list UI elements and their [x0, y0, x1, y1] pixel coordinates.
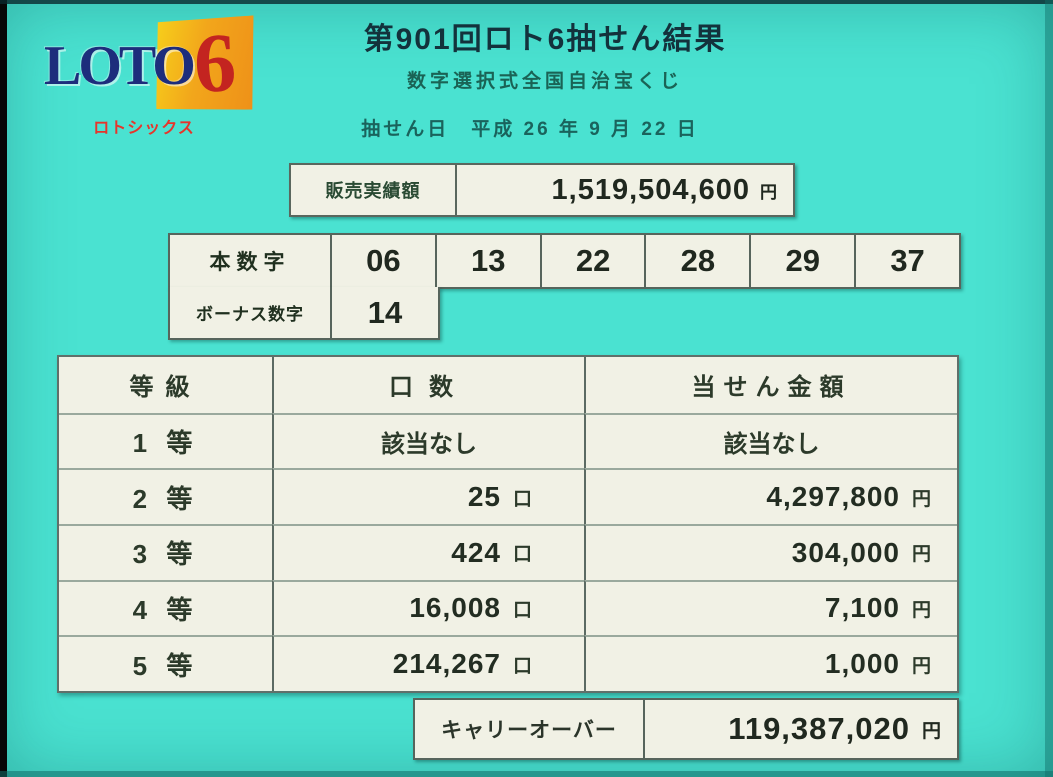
prize-row-1-units: 該当なし: [272, 412, 584, 469]
prize-row-3-amount: 304,000 円: [584, 524, 957, 580]
main-numbers-row: 本数字 06 13 22 28 29 37: [168, 233, 961, 289]
carryover-value-cell: 119,387,020 円: [645, 700, 957, 758]
sales-amount-value-cell: 1,519,504,600 円: [457, 165, 793, 215]
sales-amount-value: 1,519,504,600: [551, 173, 750, 206]
prize-row-4-amount-unit: 円: [911, 599, 931, 621]
prize-row-5-rank: 5 等: [59, 635, 272, 691]
prize-row-4-amount: 7,100 円: [584, 579, 957, 636]
prize-row-5-amount-unit: 円: [911, 655, 931, 677]
main-number-4: 28: [646, 235, 752, 287]
prize-row-2-rank: 2 等: [59, 468, 272, 524]
prize-row-4-rank: 4 等: [59, 579, 272, 636]
main-numbers-label: 本数字: [170, 235, 332, 287]
logo-wordmark: LOTO: [44, 35, 196, 97]
prize-row-2-amount: 4,297,800 円: [584, 468, 957, 524]
main-number-6: 37: [856, 235, 959, 287]
prize-row-2-units: 25 口: [272, 468, 584, 524]
prize-row-1-amount: 該当なし: [584, 412, 957, 469]
prize-row-3-amount-value: 304,000: [791, 536, 900, 568]
frame-left-edge: [0, 0, 7, 777]
prize-row-4-amount-value: 7,100: [824, 592, 900, 624]
prize-row-3-units-value: 424: [451, 536, 501, 568]
prize-row-5-units-unit: 口: [512, 655, 532, 677]
bonus-number-value: 14: [332, 287, 438, 338]
sales-amount-unit: 円: [760, 182, 777, 202]
prize-table: 等級 口数 当せん金額 1 等 該当なし 該当なし 2 等 25 口 4,297…: [57, 355, 959, 693]
main-number-3: 22: [541, 235, 647, 287]
logo-kana-caption: ロトシックス: [93, 120, 195, 137]
prize-row-2-units-unit: 口: [512, 488, 532, 510]
prize-row-4-units: 16,008 口: [272, 579, 584, 636]
main-number-2: 13: [436, 235, 542, 287]
prize-row-2-amount-value: 4,297,800: [766, 481, 900, 513]
carryover-label: キャリーオーバー: [415, 700, 645, 758]
prize-header-amount: 当せん金額: [584, 357, 957, 413]
bonus-number-row: ボーナス数字 14: [168, 287, 440, 340]
carryover-unit: 円: [921, 720, 941, 742]
prize-row-3-rank: 3 等: [59, 524, 272, 580]
main-number-1: 06: [332, 235, 437, 287]
draw-date: 抽せん日 平成 26 年 9 月 22 日: [361, 119, 699, 140]
prize-row-4-units-value: 16,008: [409, 592, 501, 624]
page-subtitle: 数字選択式全国自治宝くじ: [406, 71, 683, 92]
sales-amount-box: 販売実績額 1,519,504,600 円: [289, 163, 795, 217]
main-number-5: 29: [751, 235, 857, 287]
prize-row-4-units-unit: 口: [512, 599, 532, 621]
loto6-logo: 6 LOTO ロトシックス: [42, 12, 252, 137]
prize-row-5-amount: 1,000 円: [584, 635, 957, 691]
prize-row-2-units-value: 25: [467, 481, 501, 513]
prize-row-5-units: 214,267 口: [272, 635, 584, 691]
prize-row-3-amount-unit: 円: [911, 544, 931, 566]
carryover-value: 119,387,020: [728, 711, 910, 746]
page-title: 第901回ロト6抽せん結果: [363, 23, 727, 56]
frame-top-edge: [0, 0, 1053, 4]
prize-row-3-units: 424 口: [272, 524, 584, 580]
sales-amount-label: 販売実績額: [291, 165, 457, 215]
carryover-box: キャリーオーバー 119,387,020 円: [413, 698, 959, 760]
prize-header-rank: 等級: [59, 357, 272, 413]
prize-row-2-amount-unit: 円: [911, 488, 931, 510]
prize-row-3-units-unit: 口: [512, 544, 532, 566]
prize-row-1-rank: 1 等: [59, 412, 272, 469]
prize-row-5-units-value: 214,267: [392, 648, 501, 680]
bonus-number-label: ボーナス数字: [170, 287, 332, 338]
prize-row-5-amount-value: 1,000: [824, 648, 900, 680]
frame-right-edge: [1045, 0, 1053, 777]
prize-header-units: 口数: [272, 357, 584, 413]
frame-bottom-edge: [0, 771, 1053, 777]
